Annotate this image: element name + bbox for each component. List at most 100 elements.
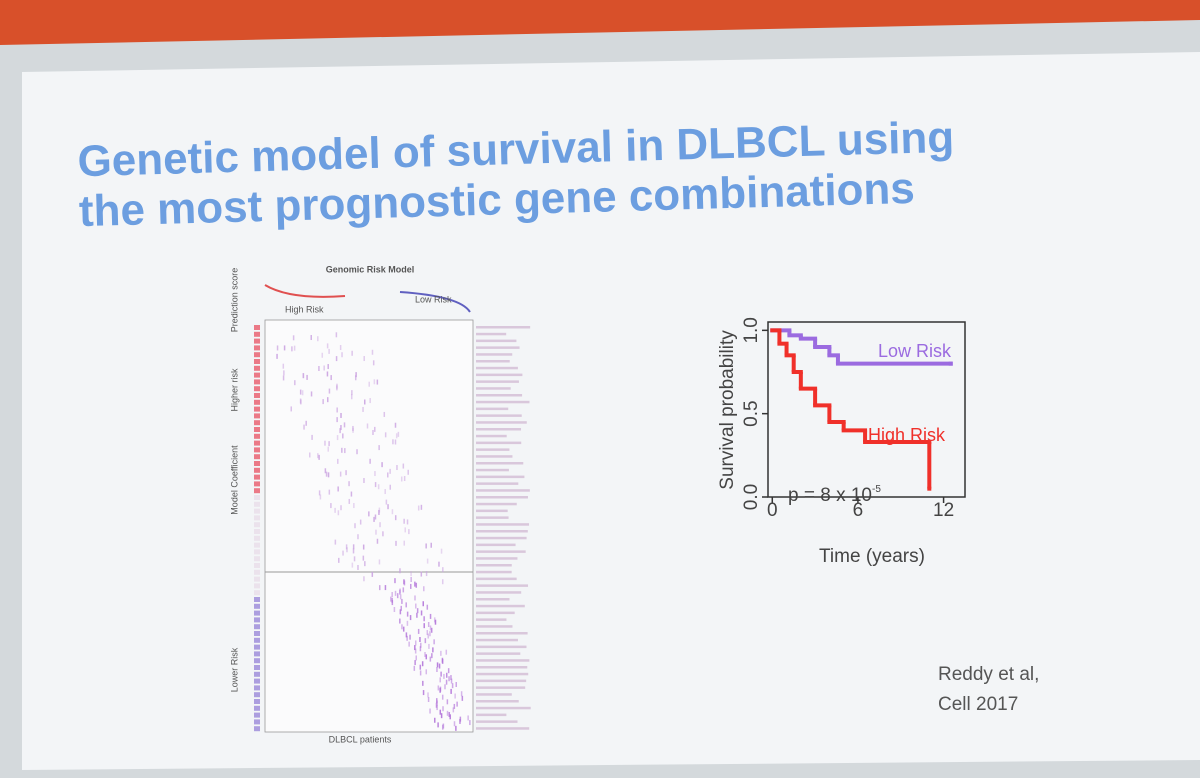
heatmap-cell	[426, 558, 429, 564]
heatmap-cell	[318, 366, 320, 372]
heatmap-cell	[363, 356, 365, 362]
gene-label-placeholder	[476, 380, 519, 383]
heatmap-cell	[336, 385, 338, 391]
coefficient-cell	[254, 467, 260, 473]
heatmap-cell	[276, 345, 279, 351]
heatmap-cell	[356, 449, 358, 455]
gene-label-placeholder	[476, 570, 512, 574]
gene-label-placeholder	[476, 489, 530, 492]
heatmap-cell	[423, 623, 425, 629]
heatmap-cell	[454, 693, 456, 699]
heatmap-cell	[364, 561, 366, 567]
heatmap-cell	[433, 639, 435, 645]
side-label: Higher risk	[229, 368, 239, 412]
heatmap-cell	[309, 452, 311, 458]
heatmap-cell	[448, 676, 450, 682]
heatmap-cell	[440, 548, 443, 554]
heatmap-cell	[343, 422, 346, 428]
gene-label-placeholder	[476, 468, 509, 472]
heatmap-cell	[443, 673, 445, 679]
heatmap-cell	[455, 682, 457, 687]
heatmap-cell	[428, 643, 430, 649]
gene-label-placeholder	[476, 693, 512, 696]
heatmap-cell	[441, 658, 444, 664]
coefficient-cell	[254, 420, 260, 426]
heatmap-cell	[441, 724, 444, 730]
heatmap-cell	[419, 646, 422, 652]
heatmap-cell	[427, 633, 429, 639]
heatmap-cell	[359, 519, 362, 525]
heatmap-cell	[447, 668, 450, 674]
heatmap-cell	[460, 691, 463, 697]
gene-label-placeholder	[476, 584, 529, 587]
heatmap-cell	[374, 482, 377, 488]
gene-label-placeholder	[476, 332, 507, 336]
score-curve	[399, 291, 471, 313]
heatmap-cell	[325, 471, 328, 477]
heatmap-cell	[382, 531, 384, 537]
p-value-base: p = 8 x 10	[788, 485, 872, 506]
heatmap-cell	[375, 529, 377, 535]
y-tick-label: 1.0	[741, 317, 762, 343]
heatmap-cell	[402, 463, 405, 469]
heatmap-cell	[368, 511, 370, 517]
heatmap-cell	[379, 522, 381, 528]
y-tick-label: 0.0	[741, 484, 762, 510]
heatmap-cell	[391, 509, 394, 515]
coefficient-cell	[254, 352, 260, 358]
heatmap-cell	[350, 394, 353, 400]
heatmap-cell	[415, 655, 417, 661]
heatmap-cell	[399, 618, 401, 624]
heatmap-cell	[301, 390, 304, 396]
heatmap-cell	[385, 499, 388, 505]
heatmap-cell	[453, 721, 456, 727]
heatmap-cell	[317, 453, 319, 459]
heatmap-cell	[389, 468, 391, 474]
heatmap-cell	[354, 375, 357, 381]
heatmap-cell	[414, 595, 416, 601]
gene-label-placeholder	[476, 577, 517, 581]
heatmap-cell	[433, 617, 436, 623]
coefficient-cell	[254, 576, 260, 582]
gene-label-placeholder	[476, 666, 528, 669]
heatmap-cell	[440, 650, 442, 656]
heatmap-cell	[353, 503, 355, 509]
heatmap-cell	[327, 472, 330, 478]
coefficient-cell	[254, 644, 260, 650]
heatmap-cell	[328, 441, 330, 447]
heatmap-cell	[429, 625, 432, 631]
heatmap-cell	[409, 634, 411, 640]
gene-label-placeholder	[476, 462, 524, 465]
coefficient-cell	[254, 549, 260, 555]
heatmap-cell	[306, 374, 308, 380]
heatmap-cell	[357, 564, 359, 570]
heatmap-cell	[425, 543, 427, 549]
gene-label-placeholder	[476, 516, 509, 519]
heatmap-cell	[422, 680, 424, 686]
heatmap-cell	[303, 424, 305, 430]
heatmap-cell	[395, 540, 397, 546]
heatmap-cell	[406, 635, 408, 641]
heatmap-cell	[371, 571, 374, 577]
heatmap-cell	[335, 356, 338, 362]
heatmap-cell	[374, 514, 377, 520]
gene-label-placeholder	[476, 414, 522, 417]
coefficient-cell	[254, 569, 260, 575]
gene-label-placeholder	[476, 400, 530, 404]
heatmap-cell	[429, 708, 431, 714]
coefficient-cell	[254, 719, 260, 725]
heatmap-cell	[391, 592, 393, 597]
heatmap-cell	[421, 661, 424, 667]
coefficient-cell	[254, 393, 260, 398]
heatmap-cell	[341, 447, 343, 453]
heatmap-cell	[437, 722, 439, 728]
heatmap-cell	[440, 713, 443, 719]
coefficient-cell	[254, 712, 260, 718]
heatmap-cell	[406, 620, 409, 626]
heatmap-cell	[283, 370, 285, 376]
heatmap-cell	[414, 640, 417, 646]
coefficient-cell	[254, 685, 260, 691]
heatmap-cell	[392, 439, 394, 445]
heatmap-cell	[318, 454, 320, 460]
heatmap-cell	[353, 556, 356, 562]
